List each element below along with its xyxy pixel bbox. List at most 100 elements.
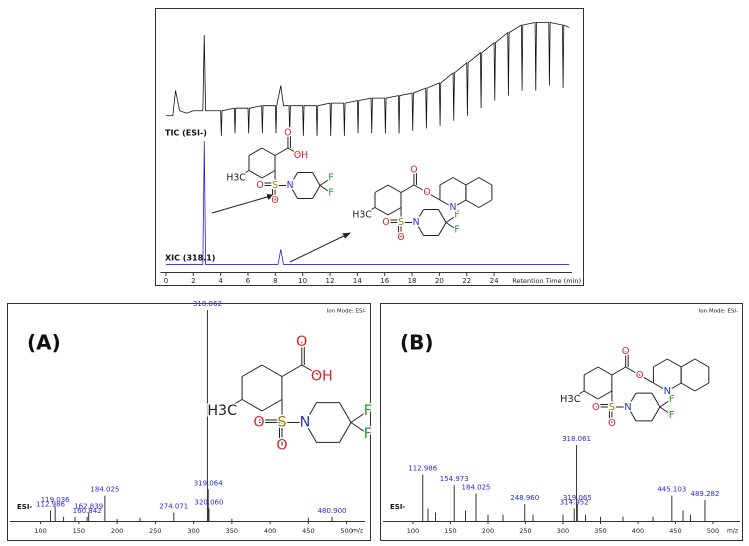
structure-bond [583,366,599,376]
atom-label: OH [311,369,333,385]
atom-label: N [413,217,420,228]
structure-bond [281,364,303,377]
atom-label: O [636,370,644,381]
x-axis-label: m/z [727,528,738,535]
structure-bond [312,172,321,186]
atom-label: O [622,346,630,357]
structure-bond [374,207,389,216]
structure-bond [235,170,250,179]
structure-bond [478,199,493,208]
atom-label: S [272,180,278,191]
structure-bond [452,199,467,208]
peak-label: 445.103 [657,486,686,494]
structure-bond [627,392,637,408]
structure-bond [653,382,668,392]
structure-bond [301,364,323,377]
atom-label: O [276,438,287,454]
x-tick-label: 18 [408,277,417,285]
structure-bond [289,185,298,199]
structure-bond [694,358,710,368]
peak-label: 480.900 [318,507,347,515]
peak-label: 162.839 [74,503,103,511]
peak-label: 274.071 [159,503,188,511]
x-tick-label: 400 [264,527,276,535]
structure-bond [452,177,467,186]
structure-bond [261,147,276,156]
peak-label: 119.036 [41,496,70,504]
x-tick-label: 150 [73,527,85,535]
atom-label: O [253,415,264,431]
peak-label: 318.062 [193,300,222,308]
x-tick-label: 14 [353,277,362,285]
structure-bond [639,374,654,384]
x-tick-label: 450 [669,527,681,535]
atom-label: O [423,187,430,198]
structure-bond [261,399,283,412]
structure-bond [651,392,661,408]
structure-bond [653,358,668,368]
structure-bond [400,184,415,193]
x-tick-label: 0 [164,277,168,285]
panel-a-frame [7,303,371,541]
structure-bond [583,390,599,400]
x-tick-label: 100 [407,527,419,535]
x-tick-label: 300 [557,527,569,535]
structure-bond [659,406,672,416]
structure-bond [374,184,389,193]
peak-label: 320.060 [194,498,223,506]
x-tick-label: 300 [187,527,199,535]
x-tick-label: 350 [226,527,238,535]
x-tick-label: 12 [326,277,335,285]
x-tick-label: 2 [191,277,195,285]
structure-bond [304,402,317,423]
x-tick-label: 8 [273,277,277,285]
structure-bond [597,390,613,400]
structure-bond [415,222,424,236]
structure-bond [304,422,317,443]
atom-label: H3C [560,394,581,405]
structure-bond [241,399,263,412]
structure-bond [465,177,480,186]
structure-bond [570,390,585,400]
structure-bond [221,399,243,412]
peak-label: 184.025 [462,484,491,492]
peak-label: 112.986 [408,465,437,473]
structure-bond [248,170,263,179]
atom-label: F [328,173,333,184]
structure-bond [659,398,672,408]
structure-bond [611,366,626,376]
atom-label: F [364,426,372,442]
structure-bond [651,406,661,422]
atom-label: OH [294,150,308,161]
atom-label: S [277,415,286,431]
structure-bond [387,184,402,193]
atom-label: H3C [207,403,237,419]
structure-bond [680,382,696,392]
structure-bond [627,406,637,422]
atom-label: N [300,415,311,431]
atom-label: F [669,394,675,405]
structure-bond [289,172,298,186]
atom-label: H3C [226,173,245,184]
x-tick-label: 150 [444,527,456,535]
atom-label: N [287,180,294,191]
atom-label: F [328,188,333,199]
x-axis-label: Retention Time (min) [512,277,581,285]
structure-bond [439,199,454,208]
structure-bond [350,422,369,435]
structure-bond [339,422,352,443]
peak-label: 318.061 [562,435,591,443]
structure-bond [319,177,332,186]
structure-bond [426,192,441,201]
x-tick-label: 20 [435,277,444,285]
trace-label: ESI- [17,503,32,511]
trace-label: ESI- [390,503,405,511]
x-tick-label: 24 [490,277,499,285]
structure-bond [339,402,352,423]
structure-bond [625,366,640,376]
panel-title: (A) [27,331,61,355]
structure-bond [248,147,263,156]
structure-bond [438,209,447,223]
x-tick-label: 6 [246,277,251,285]
